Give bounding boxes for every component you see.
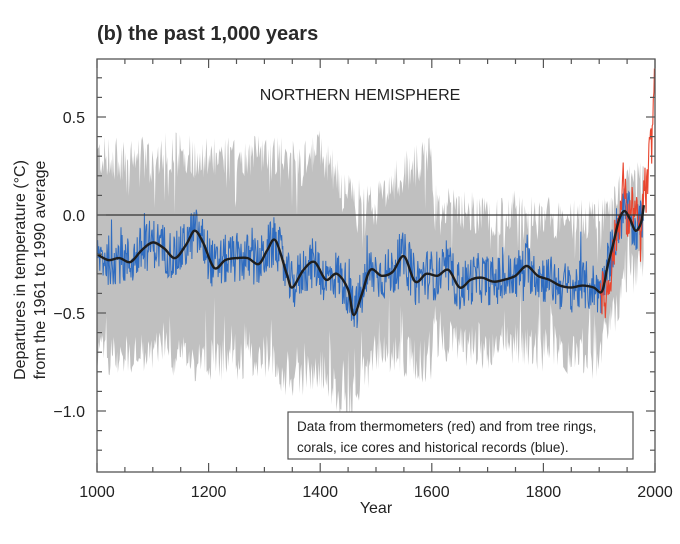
- plot-area: [96, 68, 655, 424]
- ticks-layer: [96, 59, 656, 472]
- y-tick-label: 0.5: [63, 110, 85, 127]
- x-tick-labels: 1000 1200 1400 1600 1800 2000: [79, 484, 673, 501]
- y-tick-label: −1.0: [53, 404, 85, 421]
- x-tick-label: 1000: [79, 484, 115, 501]
- y-tick-label: −0.5: [53, 306, 85, 323]
- chart-title: (b) the past 1,000 years: [97, 23, 318, 45]
- smoothed-series-line: [96, 205, 645, 317]
- instrumental-series-layer: [599, 68, 655, 319]
- x-tick-label: 1200: [191, 484, 227, 501]
- smoothed-series-layer: [96, 205, 645, 317]
- x-tick-label: 1400: [302, 484, 338, 501]
- proxy-series-layer: [96, 188, 645, 329]
- legend-note-line-1: Data from thermometers (red) and from tr…: [297, 419, 596, 434]
- x-axis-label: Year: [360, 500, 393, 517]
- y-axis-label: Departures in temperature (°C) from the …: [12, 160, 49, 380]
- x-tick-label: 2000: [637, 484, 673, 501]
- y-axis-label-line-1: Departures in temperature (°C): [12, 160, 29, 380]
- legend-note-line-2: corals, ice cores and historical records…: [297, 440, 569, 455]
- instrumental-series-line: [599, 68, 655, 319]
- y-axis-label-line-2: from the 1961 to 1990 average: [32, 160, 49, 379]
- y-tick-labels: 0.5 0.0 −0.5 −1.0: [53, 110, 85, 421]
- legend-note-box: Data from thermometers (red) and from tr…: [287, 411, 634, 460]
- x-tick-label: 1800: [526, 484, 562, 501]
- y-tick-label: 0.0: [63, 208, 85, 225]
- proxy-series-line: [96, 188, 645, 329]
- legend-note-frame: [287, 411, 634, 460]
- x-tick-label: 1600: [414, 484, 450, 501]
- region-annotation: NORTHERN HEMISPHERE: [260, 87, 461, 104]
